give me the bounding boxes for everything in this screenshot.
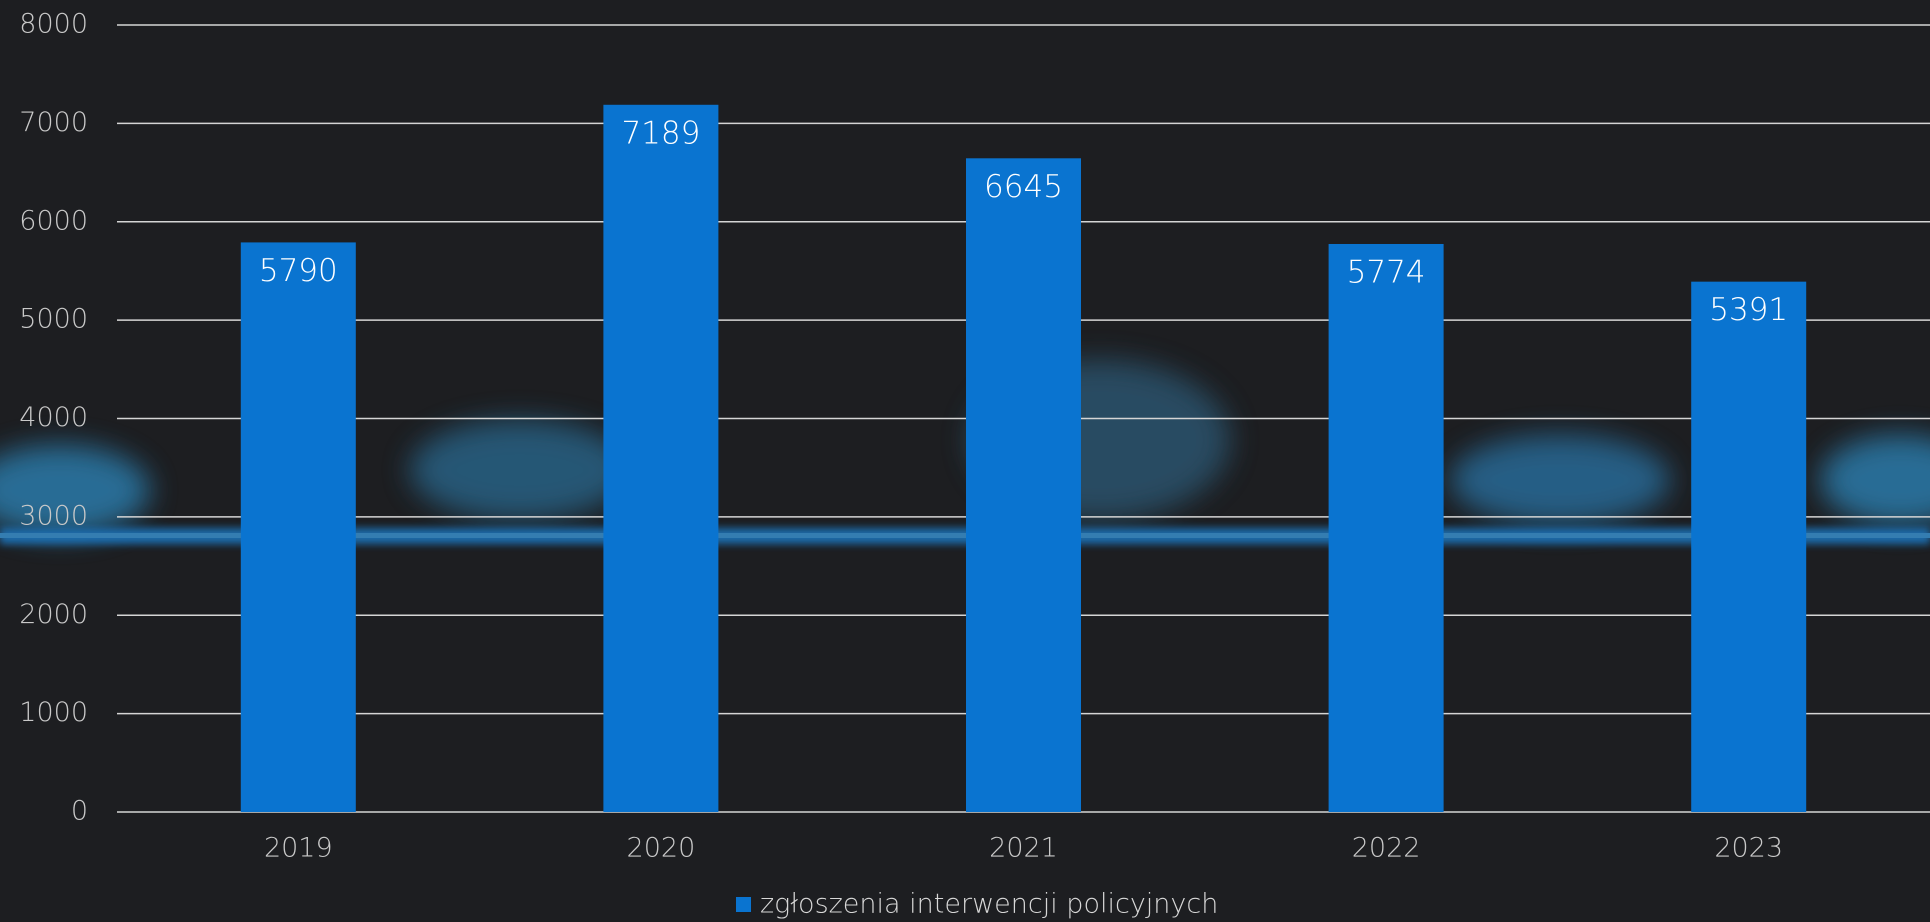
x-tick-label: 2021 (989, 833, 1058, 864)
y-tick-label: 1000 (19, 697, 88, 728)
y-tick-label: 2000 (19, 599, 88, 630)
bar (1691, 281, 1807, 812)
bars (240, 104, 1807, 813)
value-label: 5391 (1709, 292, 1788, 328)
x-tick-label: 2019 (264, 833, 333, 864)
bar (966, 158, 1081, 813)
labels: 0 1000 2000 3000 4000 5000 6000 7000 8000 2019 202… (19, 9, 1788, 920)
bar (1328, 243, 1444, 812)
legend-swatch (736, 897, 751, 912)
value-label: 5774 (1347, 254, 1426, 290)
bar (240, 242, 356, 812)
y-tick-label: 6000 (19, 205, 88, 236)
y-tick-label: 8000 (19, 9, 88, 40)
smoke-decoration (0, 360, 1930, 544)
y-tick-label: 0 (71, 796, 88, 827)
x-tick-label: 2023 (1714, 833, 1783, 864)
value-label: 5790 (259, 253, 338, 289)
y-tick-label: 7000 (19, 107, 88, 138)
bar (603, 104, 719, 813)
x-tick-label: 2022 (1352, 833, 1421, 864)
y-tick-label: 3000 (19, 500, 88, 531)
value-label: 6645 (984, 169, 1063, 205)
legend-label: zgłoszenia interwencji policyjnych (760, 889, 1218, 920)
y-tick-label: 5000 (19, 304, 88, 335)
x-tick-label: 2020 (627, 833, 696, 864)
value-label: 7189 (621, 115, 700, 151)
y-tick-label: 4000 (19, 402, 88, 433)
